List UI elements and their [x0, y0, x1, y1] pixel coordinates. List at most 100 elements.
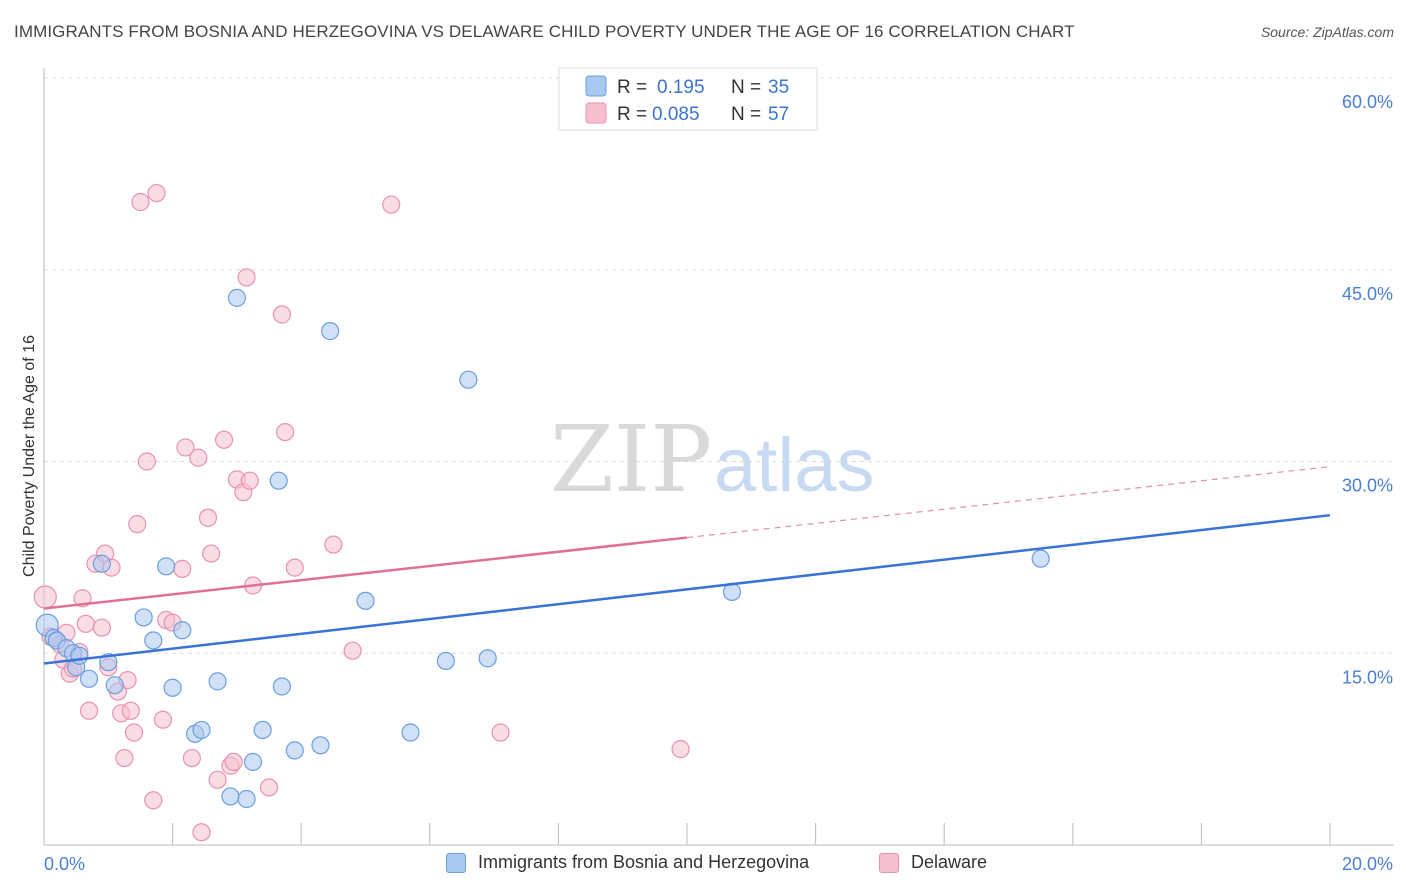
data-point — [671, 740, 690, 759]
y-tick-label: 60.0% — [1342, 92, 1393, 112]
y-tick-labels: 15.0% 30.0% 45.0% 60.0% — [1342, 92, 1393, 687]
data-point — [382, 195, 401, 214]
legend-pink-r-label: R = — [617, 104, 647, 125]
data-point — [134, 608, 153, 627]
data-point — [227, 288, 246, 307]
legend-swatch-pink — [585, 102, 607, 124]
data-point — [189, 448, 208, 467]
data-point — [272, 677, 292, 696]
data-point — [176, 438, 195, 457]
data-point — [147, 183, 166, 203]
axes — [43, 68, 1394, 846]
legend-blue-r-label: R = — [617, 77, 647, 98]
trend-line-bosnia — [43, 513, 1331, 665]
data-point — [79, 669, 99, 688]
data-point — [269, 471, 288, 490]
data-point — [124, 723, 144, 742]
data-point — [478, 649, 497, 668]
data-point — [163, 678, 182, 697]
data-point — [324, 535, 343, 554]
data-point — [208, 672, 227, 691]
data-point — [70, 646, 89, 665]
data-point — [491, 723, 510, 742]
data-point — [121, 701, 140, 720]
data-point — [436, 651, 455, 671]
legend-swatch-delaware — [879, 852, 899, 873]
data-point — [224, 752, 243, 772]
data-point — [173, 621, 192, 640]
legend-pink-n-value: 57 — [768, 104, 789, 125]
data-point — [131, 192, 150, 212]
legend-swatch-bosnia — [446, 852, 466, 873]
legend-blue-r-value: 0.195 — [657, 77, 705, 98]
data-point — [198, 508, 218, 527]
data-point — [105, 676, 124, 695]
watermark-atlas: atlas — [714, 423, 875, 508]
data-point — [272, 305, 292, 324]
series-bosnia-points — [35, 288, 1050, 809]
data-point — [321, 322, 340, 341]
data-point — [221, 787, 240, 806]
data-point — [240, 471, 259, 490]
chart-title: IMMIGRANTS FROM BOSNIA AND HERZEGOVINA V… — [14, 22, 1075, 41]
data-point — [157, 557, 176, 576]
data-point — [92, 554, 111, 573]
data-point — [144, 791, 163, 810]
data-point — [343, 641, 362, 660]
bottom-legend-label-bosnia: Immigrants from Bosnia and Herzegovina — [478, 852, 810, 872]
data-point — [173, 559, 192, 578]
data-point — [401, 723, 420, 742]
data-point — [99, 653, 118, 672]
trend-line-delaware-extension — [686, 466, 1331, 539]
data-point — [214, 430, 234, 449]
data-point — [1031, 549, 1050, 568]
data-point — [153, 710, 173, 729]
bottom-legend-item-bosnia: Immigrants from Bosnia and Herzegovina — [446, 852, 809, 873]
x-tick-label: 20.0% — [1342, 854, 1393, 874]
x-tick-label: 0.0% — [44, 854, 85, 874]
source-label: Source: ZipAtlas.com — [1260, 24, 1394, 40]
y-tick-label: 30.0% — [1342, 476, 1393, 496]
data-point — [237, 789, 256, 809]
trend-line-delaware — [43, 536, 688, 610]
data-point — [208, 770, 227, 789]
legend-blue-n-label: N = — [731, 77, 761, 98]
y-tick-label: 45.0% — [1342, 284, 1393, 304]
data-point — [459, 370, 478, 389]
data-point — [259, 778, 279, 797]
bottom-legend-label-delaware: Delaware — [911, 852, 988, 872]
data-point — [128, 515, 147, 534]
legend-swatch-blue — [585, 75, 607, 97]
data-point — [285, 558, 304, 577]
data-point — [253, 720, 272, 740]
watermark-zip: ZIP — [550, 406, 712, 513]
y-tick-label: 15.0% — [1342, 667, 1393, 687]
data-point — [79, 701, 99, 720]
data-point — [115, 748, 134, 768]
data-point — [192, 720, 211, 740]
legend-box: R = 0.195 N = 35 R = 0.085 N = 57 — [558, 67, 818, 131]
gridlines — [44, 77, 1394, 654]
data-point — [311, 736, 330, 755]
legend-pink-r-value: 0.085 — [652, 104, 700, 125]
bottom-legend-item-delaware: Delaware — [879, 852, 987, 873]
data-point — [202, 544, 221, 563]
data-point — [144, 631, 163, 650]
data-point — [76, 614, 95, 633]
legend-pink-n-label: N = — [731, 104, 761, 125]
data-point — [356, 591, 375, 610]
data-point — [137, 452, 156, 471]
data-point — [33, 585, 57, 609]
data-point — [276, 422, 295, 442]
x-tick-labels: 0.0% 20.0% — [44, 854, 1393, 874]
data-point — [92, 618, 111, 637]
data-point — [285, 741, 304, 760]
bottom-legend: Immigrants from Bosnia and Herzegovina D… — [0, 852, 1406, 878]
y-axis-label: Child Poverty Under the Age of 16 — [21, 335, 38, 577]
data-point — [243, 752, 263, 772]
legend-blue-n-value: 35 — [768, 77, 789, 98]
trend-lines — [43, 466, 1331, 665]
data-point — [192, 823, 211, 842]
data-point — [237, 268, 256, 287]
